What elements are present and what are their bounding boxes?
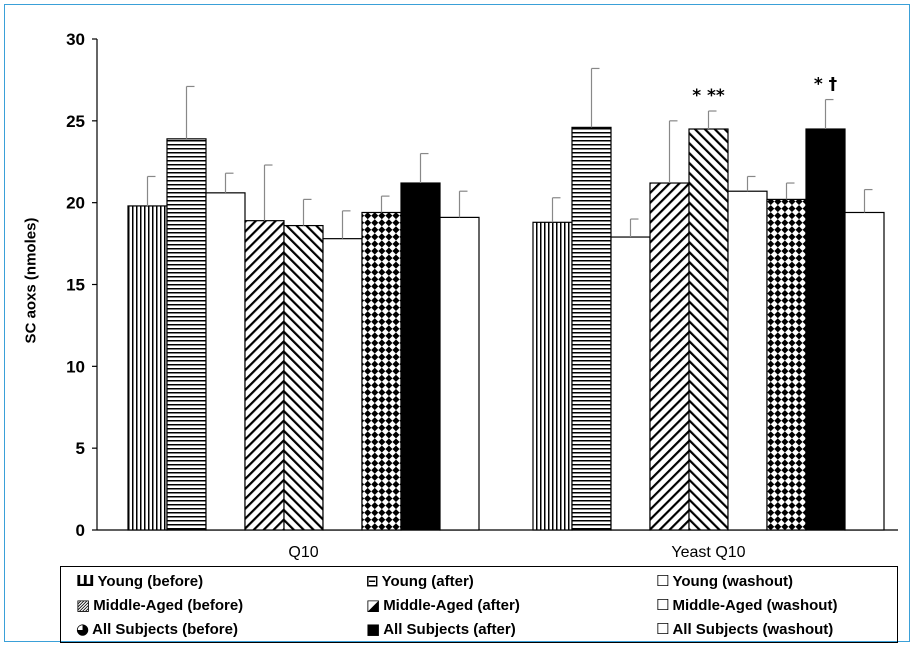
y-tick-label: 5 [76, 439, 85, 458]
significance-annotation: * † [814, 75, 837, 95]
legend-swatch-icon: ☐ [656, 596, 670, 614]
x-category-label: Yeast Q10 [671, 544, 745, 561]
legend-swatch-icon: ◪ [366, 596, 381, 614]
figure-frame [4, 4, 910, 642]
legend-item: ◕ All Subjects (before) [76, 620, 238, 638]
legend-swatch-icon: ◕ [76, 620, 90, 638]
legend-swatch-icon: ☐ [656, 572, 670, 590]
bar [361, 211, 402, 531]
bar [844, 211, 885, 531]
bar [322, 238, 363, 531]
legend-label: Middle-Aged (before) [93, 596, 244, 614]
bar [649, 182, 690, 531]
bar [805, 128, 846, 531]
legend-item: ■ All Subjects (after) [366, 620, 516, 638]
bar [688, 128, 729, 531]
legend-label: Young (washout) [672, 572, 793, 590]
chart-bars [127, 67, 885, 531]
bar [400, 182, 441, 531]
significance-annotation: * ** [692, 86, 725, 106]
bar [766, 198, 807, 531]
legend-label: Middle-Aged (after) [383, 596, 520, 614]
legend-item: ☐ Middle-Aged (washout) [656, 596, 837, 614]
x-category-label: Q10 [288, 544, 318, 561]
chart-legend: Ш Young (before) ⊟ Young (after) ☐ Young (was… [60, 566, 898, 643]
y-tick-label: 20 [66, 194, 85, 213]
y-tick-label: 10 [66, 357, 85, 376]
legend-item: ⊟ Young (after) [366, 572, 474, 590]
bar [205, 192, 246, 531]
y-tick-label: 0 [76, 521, 85, 540]
y-tick-label: 30 [66, 30, 85, 49]
legend-label: Middle-Aged (washout) [672, 596, 838, 614]
bar [727, 190, 768, 531]
bar [439, 216, 480, 531]
legend-label: All Subjects (after) [383, 620, 516, 638]
legend-label: All Subjects (washout) [672, 620, 834, 638]
legend-swatch-icon: Ш [76, 572, 95, 590]
legend-swatch-icon: ☐ [656, 620, 670, 638]
chart-labels: 0 5 10 15 20 25 30 Q10 Yeast Q10 * ** * † [66, 30, 837, 561]
legend-label: Young (before) [97, 572, 204, 590]
bar [283, 224, 324, 531]
y-tick-label: 25 [66, 112, 85, 131]
y-tick-label: 15 [66, 276, 85, 295]
bar [244, 220, 285, 531]
bar [571, 126, 612, 531]
bar [127, 205, 168, 531]
bar [532, 221, 573, 531]
legend-swatch-icon: ■ [366, 620, 381, 638]
legend-swatch-icon: ▨ [76, 596, 91, 614]
y-axis-label: SC aoxs (nmoles) [22, 217, 40, 344]
legend-label: All Subjects (before) [92, 620, 238, 638]
legend-item: ◪ Middle-Aged (after) [366, 596, 520, 614]
legend-item: ☐ Young (washout) [656, 572, 793, 590]
legend-swatch-icon: ⊟ [366, 572, 379, 590]
legend-item: Ш Young (before) [76, 572, 203, 590]
legend-item: ▨ Middle-Aged (before) [76, 596, 243, 614]
bar [610, 236, 651, 531]
legend-label: Young (after) [381, 572, 474, 590]
legend-item: ☐ All Subjects (washout) [656, 620, 833, 638]
bar [166, 138, 207, 531]
